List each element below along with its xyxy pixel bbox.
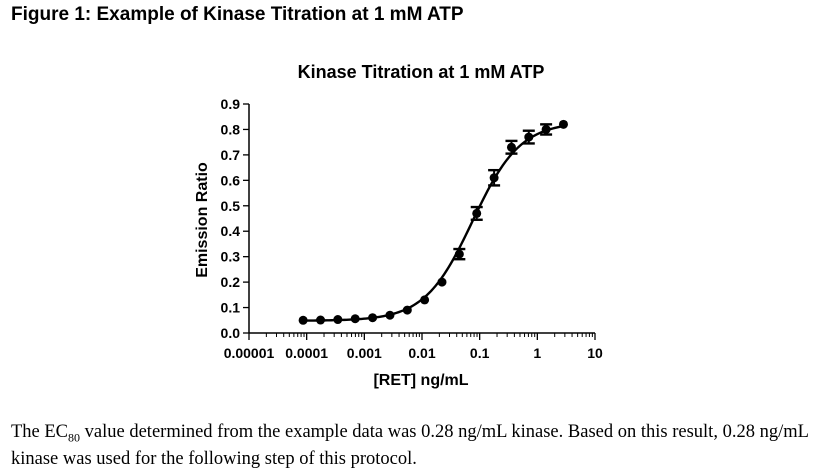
data-point xyxy=(558,119,568,129)
data-point xyxy=(489,173,499,183)
data-point xyxy=(541,124,551,134)
x-tick-label: 0.0001 xyxy=(285,345,328,361)
data-point xyxy=(437,277,447,287)
y-tick-label: 0.7 xyxy=(221,147,241,163)
chart-title: Kinase Titration at 1 mM ATP xyxy=(298,62,545,82)
y-tick-label: 0.6 xyxy=(221,172,241,188)
y-tick-label: 0.2 xyxy=(221,274,241,290)
x-tick-label: 0.01 xyxy=(408,345,435,361)
x-tick-label: 10 xyxy=(587,345,603,361)
caption-text: The EC80 value determined from the examp… xyxy=(11,422,816,470)
data-point xyxy=(350,314,360,324)
y-tick-label: 0.1 xyxy=(221,300,241,316)
data-point xyxy=(402,305,412,315)
data-point xyxy=(420,295,430,305)
data-point xyxy=(316,315,326,325)
x-tick-label: 1 xyxy=(533,345,541,361)
y-axis-label: Emission Ratio xyxy=(194,162,211,278)
y-axis-ticks: 0.0 0.1 0.2 0.3 0.4 0.5 0.6 0.7 0.8 0.9 xyxy=(221,96,249,341)
data-point xyxy=(368,313,378,323)
caption-subscript: 80 xyxy=(68,430,81,445)
data-point xyxy=(472,208,482,218)
data-point xyxy=(385,310,395,320)
caption-part-2: value determined from the example data w… xyxy=(11,422,809,469)
figure-title: Figure 1: Example of Kinase Titration at… xyxy=(11,4,464,25)
y-tick-label: 0.0 xyxy=(221,325,241,341)
x-tick-label: 0.00001 xyxy=(224,345,275,361)
y-tick-label: 0.5 xyxy=(221,198,241,214)
data-point xyxy=(298,315,308,325)
y-tick-label: 0.3 xyxy=(221,249,241,265)
data-points xyxy=(298,119,568,325)
x-tick-label: 0.1 xyxy=(470,345,490,361)
data-point xyxy=(333,315,343,325)
y-tick-label: 0.8 xyxy=(221,121,241,137)
y-tick-label: 0.4 xyxy=(221,223,241,239)
x-tick-label: 0.001 xyxy=(347,345,382,361)
data-point xyxy=(524,132,534,142)
emission-ratio-chart: Kinase Titration at 1 mM ATP 0.00.10.20.… xyxy=(194,62,603,389)
x-axis-label: [RET] ng/mL xyxy=(373,372,468,389)
fit-curve xyxy=(303,124,564,322)
y-tick-label: 0.9 xyxy=(221,96,241,112)
data-point xyxy=(454,249,464,259)
error-bars xyxy=(453,123,553,261)
x-axis-ticks: 0.00001 0.0001 0.001 0.01 0.1 1 10 xyxy=(224,333,603,361)
caption-part-1: The EC xyxy=(11,422,69,442)
data-point xyxy=(506,142,516,152)
